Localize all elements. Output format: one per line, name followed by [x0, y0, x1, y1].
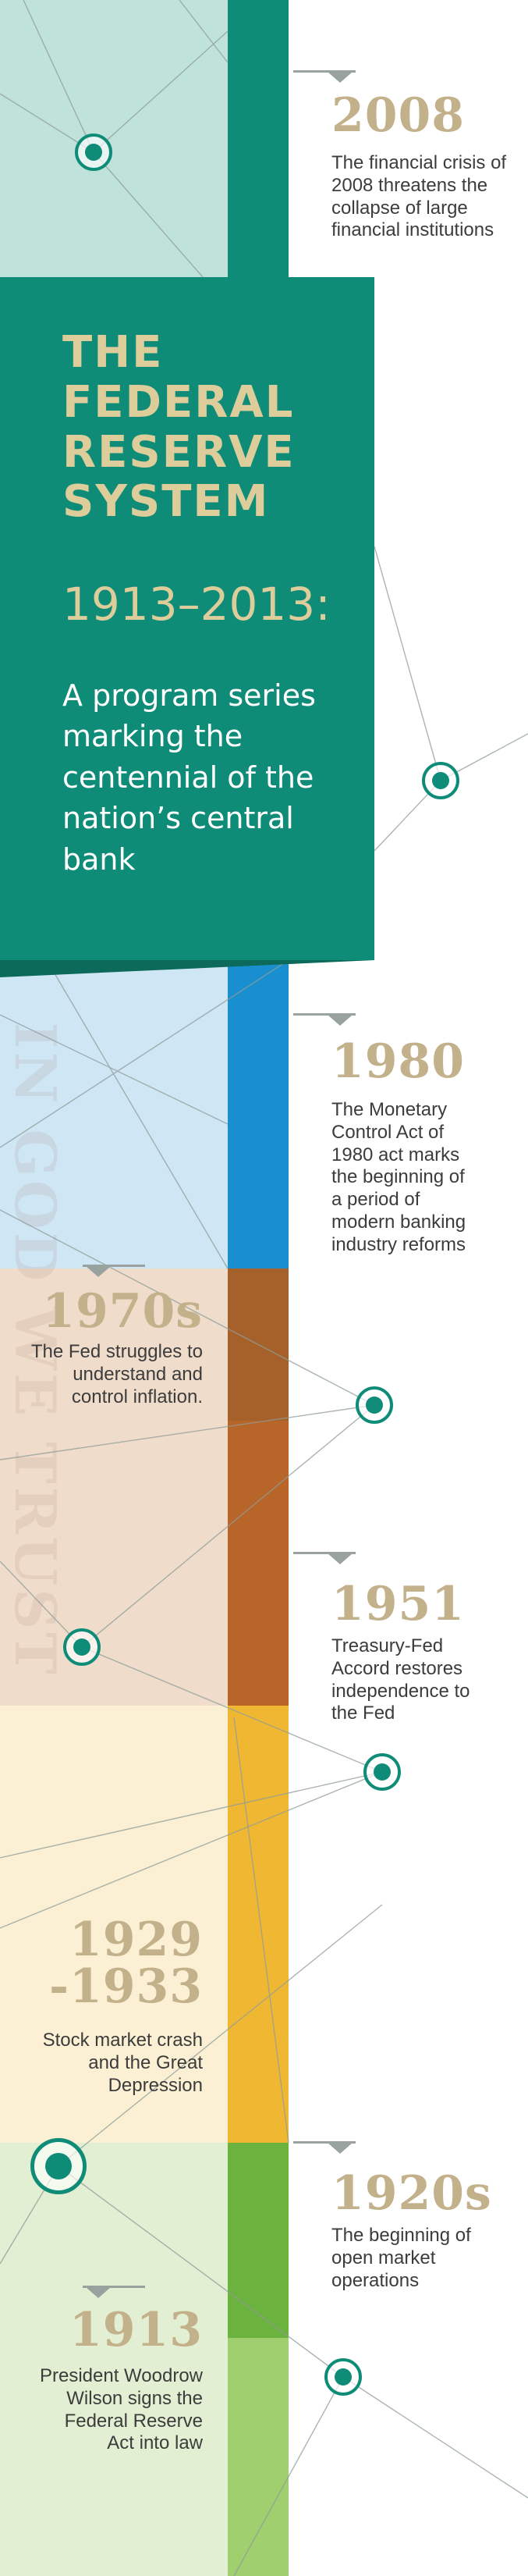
band-1913-bg — [0, 2143, 228, 2576]
timeline-bar-1980 — [228, 960, 289, 1268]
event-year-1920s: 1920s — [331, 2166, 492, 2221]
band-1980-bg — [0, 960, 228, 1268]
event-text-1970s: The Fed struggles to understand and cont… — [30, 1341, 203, 1407]
timeline-bar-1920s — [228, 2143, 289, 2338]
band-1929-bg — [0, 1706, 228, 2143]
event-text-2008: The financial crisis of 2008 threatens t… — [331, 152, 507, 241]
timeline-node-1951 — [63, 1628, 101, 1666]
pointer-2008 — [293, 70, 356, 83]
timeline-bar-2008 — [228, 0, 289, 277]
pointer-1970s — [83, 1265, 145, 1277]
event-year-1980: 1980 — [331, 1034, 465, 1089]
event-text-1929-1933: Stock market crash and the Great Depress… — [42, 2030, 203, 2096]
title-box-fold — [0, 960, 374, 977]
timeline-node-1920s — [30, 2138, 87, 2194]
timeline-node-1970s — [356, 1386, 393, 1424]
event-text-1920s: The beginning of open market operations — [331, 2225, 471, 2291]
event-year-2008: 2008 — [331, 88, 465, 143]
pointer-1913 — [83, 2286, 145, 2298]
event-year-1970s: 1970s — [42, 1284, 203, 1339]
timeline-node-1929 — [363, 1753, 401, 1791]
timeline-node-title — [422, 762, 459, 799]
event-year-1913: 1913 — [69, 2303, 203, 2357]
timeline-bar-1951 — [228, 1421, 289, 1706]
event-text-1980: The Monetary Control Act of 1980 act mar… — [331, 1099, 466, 1255]
event-year-1951: 1951 — [331, 1577, 465, 1631]
title-box — [0, 277, 374, 960]
event-year-1929-1933: 1929 -1933 — [49, 1912, 203, 2014]
band-1970s-bg — [0, 1268, 228, 1706]
pointer-1920s — [293, 2141, 356, 2154]
pointer-1980 — [293, 1013, 356, 1026]
title-years: 1913–2013: — [62, 578, 331, 631]
pointer-1951 — [293, 1552, 356, 1564]
event-text-1913: President Woodrow Wilson signs the Feder… — [40, 2365, 203, 2454]
timeline-node-2008 — [75, 133, 112, 171]
timeline-bar-1913 — [228, 2338, 289, 2576]
timeline-bar-1929 — [228, 1706, 289, 2143]
timeline-node-1913 — [324, 2358, 362, 2396]
page-title: THE FEDERAL RESERVE SYSTEM — [62, 327, 296, 528]
event-text-1951: Treasury-Fed Accord restores independenc… — [331, 1635, 470, 1724]
title-subtitle: A program series marking the centennial … — [62, 678, 316, 877]
band-2008-bg — [0, 0, 228, 277]
